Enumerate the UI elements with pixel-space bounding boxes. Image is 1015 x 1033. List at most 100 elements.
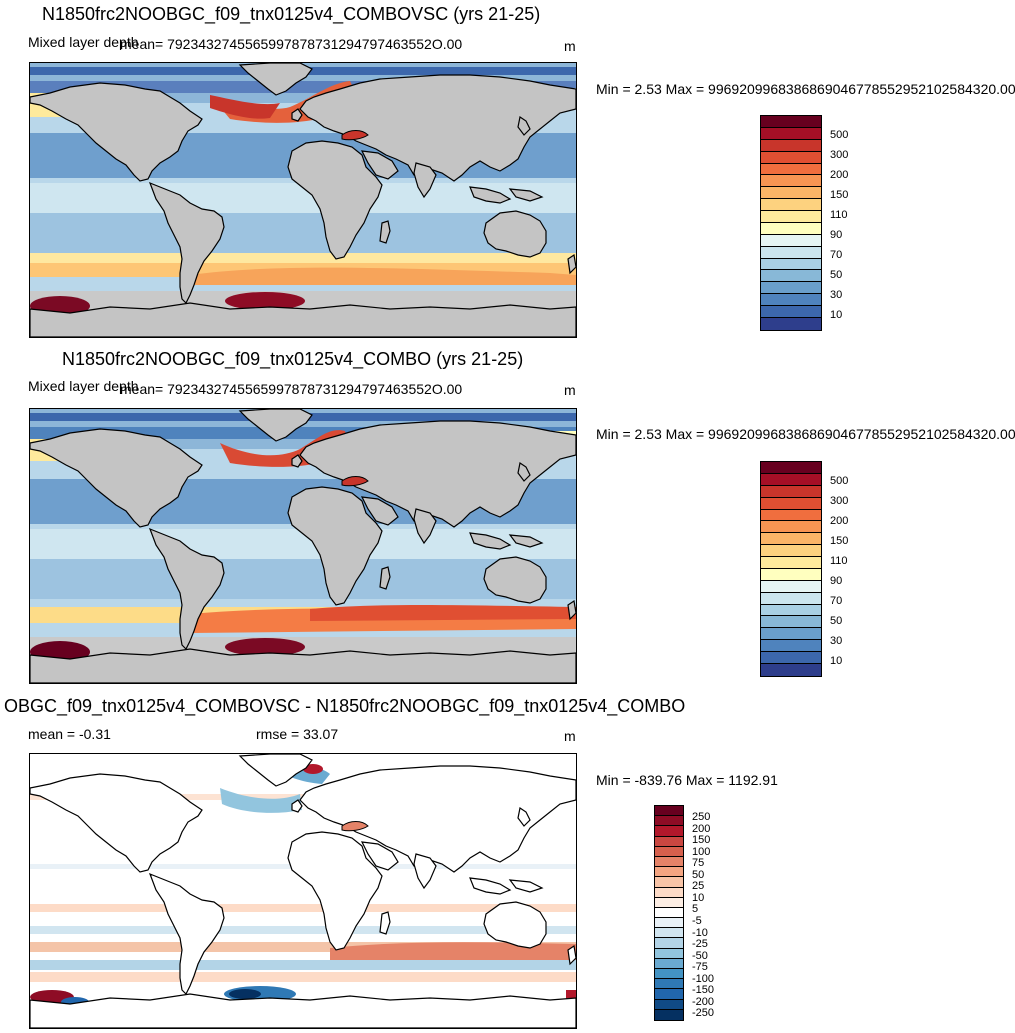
colorbar-label: 30 (830, 635, 843, 647)
panel1-title: N1850frc2NOOBGC_f09_tnx0125v4_COMBOVSC (… (42, 4, 541, 24)
colorbar-label: -250 (692, 1007, 715, 1020)
colorbar-swatch (655, 867, 683, 878)
panel3-mean-label: mean = -0.31 (28, 726, 111, 742)
colorbar-swatch (655, 877, 683, 888)
colorbar-label: 300 (830, 495, 849, 507)
colorbar-swatch (761, 592, 821, 605)
panel1-mean-label: mean= 7923432745565997878731294797463552… (120, 36, 463, 52)
panel3-title: OBGC_f09_tnx0125v4_COMBOVSC - N1850frc2N… (4, 696, 686, 716)
colorbar-label: 110 (830, 555, 848, 567)
colorbar-label: 200 (692, 822, 711, 835)
colorbar-label: 200 (830, 515, 849, 527)
colorbar-label: 150 (692, 834, 711, 847)
colorbar-swatch (655, 928, 683, 939)
panel3-map (29, 753, 577, 1029)
panel1-variable-label: Mixed layer depth (28, 34, 139, 50)
colorbar-swatch (655, 887, 683, 898)
colorbar-swatch (761, 473, 821, 486)
panel2-title: N1850frc2NOOBGC_f09_tnx0125v4_COMBO (yrs… (62, 349, 524, 369)
colorbar-swatch (761, 521, 821, 534)
colorbar-swatch (655, 918, 683, 929)
colorbar-swatch (655, 826, 683, 837)
colorbar-swatch (761, 270, 821, 283)
panel2-units: m (564, 382, 576, 398)
panel1-units: m (564, 38, 576, 54)
colorbar-swatch (761, 509, 821, 522)
colorbar-swatch (761, 580, 821, 593)
colorbar-swatch (761, 199, 821, 211)
colorbar-label: 100 (692, 845, 711, 858)
colorbar-label: -200 (692, 995, 715, 1008)
colorbar-label: -50 (692, 949, 708, 962)
panel1-colorbar (760, 115, 822, 331)
colorbar-label: -25 (692, 938, 708, 951)
colorbar-swatch (761, 616, 821, 629)
colorbar-swatch (761, 127, 821, 140)
colorbar-label: 30 (830, 289, 843, 301)
colorbar-label: 200 (830, 169, 849, 181)
colorbar-swatch (761, 258, 821, 271)
colorbar-swatch (655, 907, 683, 919)
colorbar-label: 50 (692, 868, 705, 881)
colorbar-swatch (655, 989, 683, 1000)
colorbar-label: 150 (830, 535, 849, 547)
colorbar-swatch (761, 317, 821, 330)
colorbar-swatch (761, 533, 821, 546)
colorbar-label: 10 (692, 891, 705, 904)
colorbar-swatch (761, 175, 821, 188)
colorbar-swatch (761, 306, 821, 318)
colorbar-label: 50 (830, 269, 843, 281)
colorbar-swatch (761, 545, 821, 557)
colorbar-swatch (761, 640, 821, 652)
colorbar-label: 250 (692, 811, 711, 823)
colorbar-swatch (761, 462, 821, 474)
colorbar-swatch (761, 234, 821, 247)
colorbar-label: -150 (692, 984, 715, 997)
colorbar-swatch (655, 938, 683, 949)
colorbar-swatch (761, 163, 821, 176)
colorbar-swatch (761, 497, 821, 510)
panel1-map (29, 62, 577, 338)
colorbar-label: 10 (830, 655, 843, 667)
panel3-colorbar (654, 805, 684, 1021)
colorbar-swatch (761, 604, 821, 617)
colorbar-swatch (761, 628, 821, 641)
colorbar-swatch (655, 856, 683, 868)
colorbar-label: 10 (830, 309, 843, 321)
colorbar-label: 70 (830, 249, 843, 261)
panel3-rmse-label: rmse = 33.07 (256, 726, 339, 742)
colorbar-swatch (655, 969, 683, 980)
colorbar-label: 50 (830, 615, 843, 627)
colorbar-swatch (761, 116, 821, 128)
colorbar-swatch (761, 557, 821, 569)
colorbar-swatch (761, 282, 821, 295)
panel3-units: m (564, 728, 576, 744)
colorbar-swatch (761, 568, 821, 581)
colorbar-label: 500 (830, 475, 849, 487)
colorbar-swatch (761, 294, 821, 306)
panel3-minmax: Min = -839.76 Max = 1192.91 (596, 772, 778, 788)
colorbar-label: -5 (692, 915, 702, 927)
colorbar-swatch (655, 816, 683, 827)
colorbar-swatch (761, 151, 821, 164)
colorbar-swatch (655, 958, 683, 969)
panel2-variable-label: Mixed layer depth (28, 378, 139, 394)
panel2-colorbar (760, 461, 822, 677)
colorbar-label: 25 (692, 880, 705, 893)
panel1-minmax: Min = 2.53 Max = 99692099683868690467785… (596, 81, 1015, 97)
panel2-mean-label: mean= 7923432745565997878731294797463552… (120, 381, 463, 397)
panel2-map (29, 408, 577, 684)
colorbar-swatch (761, 222, 821, 235)
colorbar-label: 150 (830, 189, 849, 201)
colorbar-label: 90 (830, 229, 843, 241)
colorbar-swatch (655, 979, 683, 990)
colorbar-swatch (655, 999, 683, 1010)
colorbar-swatch (761, 139, 821, 152)
colorbar-swatch (761, 187, 821, 200)
colorbar-label: 300 (830, 149, 849, 161)
colorbar-label: 110 (830, 209, 848, 221)
colorbar-label: 500 (830, 129, 849, 141)
colorbar-swatch (655, 806, 683, 817)
colorbar-swatch (655, 948, 683, 959)
colorbar-label: 90 (830, 575, 843, 587)
